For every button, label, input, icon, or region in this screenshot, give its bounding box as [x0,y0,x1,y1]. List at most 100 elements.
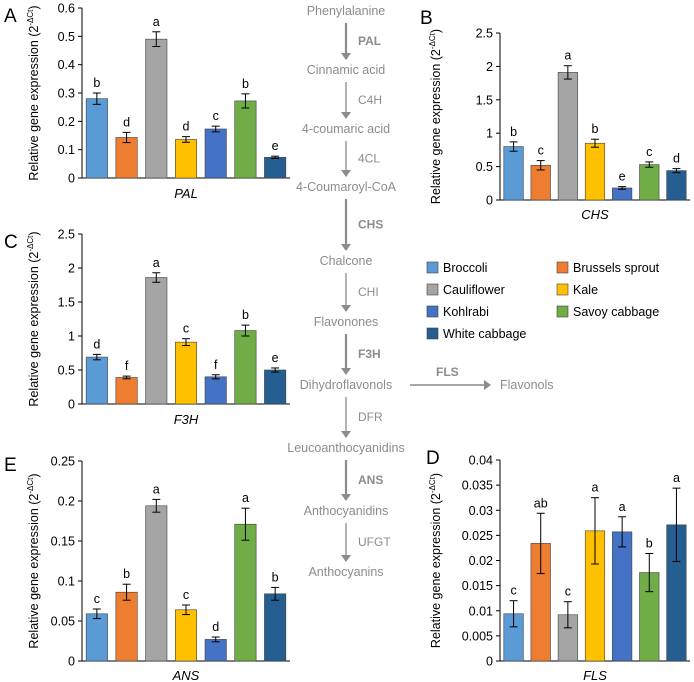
y-tick-label: 0.1 [58,143,75,157]
legend-label: Kohlrabi [443,305,489,319]
significance-letter: c [183,322,189,336]
significance-letter: c [183,588,189,602]
y-tick-label: 0.25 [51,455,75,469]
y-tick-label: 0 [68,655,75,669]
significance-letter: a [564,49,571,63]
pathway-enzyme: 4CL [358,152,380,166]
legend-label: Kale [573,283,598,297]
bar-kale [175,341,197,405]
y-axis-label: Relative gene expression (2-ΔCt) [26,5,41,180]
significance-letter: c [510,584,516,598]
legend-swatch [426,261,439,274]
bar-kale [584,142,606,201]
significance-letter: e [272,351,279,365]
y-tick-label: 0.1 [58,575,75,589]
significance-letter: c [646,145,652,159]
bar-white-cabbage [666,170,687,201]
y-tick-label: 0.2 [58,495,75,509]
bar-white-cabbage [264,369,287,405]
x-axis-label: ANS [172,668,200,682]
bar-white-cabbage [264,593,287,662]
pathway-compound: Anthocyanins [308,565,383,579]
significance-letter: a [673,471,680,485]
significance-letter: b [272,570,279,584]
y-tick-label: 2.5 [476,27,493,41]
y-tick-label: 1.5 [58,296,75,310]
y-tick-label: 0.5 [58,30,75,44]
legend-label: Cauliflower [443,283,505,297]
bar-brussels-sprout [115,137,138,179]
y-tick-label: 0 [486,655,493,669]
panel-letter: D [426,448,440,469]
pathway-compound: Leucoanthocyanidins [287,441,404,455]
bar-brussels-sprout [115,377,138,405]
y-tick-label: 1 [68,330,75,344]
pathway-enzyme: FLS [436,365,459,379]
y-tick-label: 0.03 [469,504,493,518]
pathway-compound: Phenylalanine [307,4,386,18]
y-tick-label: 0.05 [51,615,75,629]
pathway-enzyme: CHI [358,285,379,299]
significance-letter: a [153,15,160,29]
pathway-enzyme: DFR [358,410,383,424]
significance-letter: b [592,122,599,136]
bar-cauliflower [145,38,168,179]
pathway-compound: Chalcone [320,254,373,268]
bar-kohlrabi [204,639,227,662]
y-tick-label: 0.005 [462,629,493,643]
x-axis-label: F3H [174,412,199,427]
significance-letter: b [646,536,653,550]
legend-label: White cabbage [443,327,526,341]
bar-broccoli [85,356,108,405]
significance-letter: d [93,337,100,351]
panel-letter: A [4,6,17,27]
significance-letter: b [242,308,249,322]
bar-kale [175,609,197,662]
significance-letter: d [673,152,680,166]
legend-swatch [426,283,439,296]
bar-kohlrabi [204,128,227,179]
significance-letter: f [125,359,129,373]
significance-letter: c [538,144,544,158]
x-axis-label: FLS [583,668,607,682]
pathway-enzyme: F3H [358,347,381,361]
pathway-enzyme: C4H [358,93,382,107]
y-axis-label: Relative gene expression (2-ΔCt) [26,473,41,648]
significance-letter: b [242,77,249,91]
x-axis-label: PAL [174,186,198,201]
chart-panel-b: B 0 0.5 1 1.5 2 2.5 Relative gene expression (2… [420,8,690,222]
bar-savoy-cabbage [234,523,257,662]
pathway-compound: 4-Coumaroyl-CoA [296,180,397,194]
y-tick-label: 0.6 [58,2,75,16]
significance-letter: d [212,620,219,634]
y-tick-label: 1 [486,127,493,141]
y-tick-label: 2 [68,262,75,276]
bar-savoy-cabbage [234,330,257,405]
legend-label: Savoy cabbage [573,305,659,319]
significance-letter: c [94,592,100,606]
y-tick-label: 0.04 [469,454,493,468]
significance-letter: a [153,256,160,270]
pathway-enzyme: CHS [358,218,383,232]
pathway-compound: Dihydroflavonols [300,378,392,392]
y-tick-label: 0.4 [58,58,75,72]
pathway-compound: Flavonones [314,315,379,329]
significance-letter: b [123,567,130,581]
y-tick-label: 0.025 [462,529,493,543]
y-tick-label: 0 [486,194,493,208]
legend-label: Brussels sprout [573,261,660,275]
y-tick-label: 0.035 [462,479,493,493]
pathway-compound: Flavonols [500,378,554,392]
y-tick-label: 1.5 [476,93,493,107]
y-tick-label: 0.01 [469,604,493,618]
panel-letter: C [4,232,18,253]
significance-letter: b [510,125,517,139]
significance-letter: a [592,481,599,495]
y-tick-label: 0.3 [58,87,75,101]
bar-cauliflower [145,505,168,662]
panel-letter: B [420,8,433,29]
significance-letter: d [123,115,130,129]
chart-panel-c: C 0 0.5 1 1.5 2 2.5 Relative gene expression (2… [4,228,290,427]
legend: Broccoli Brussels sprout Cauliflower Kale Ko… [426,261,660,341]
